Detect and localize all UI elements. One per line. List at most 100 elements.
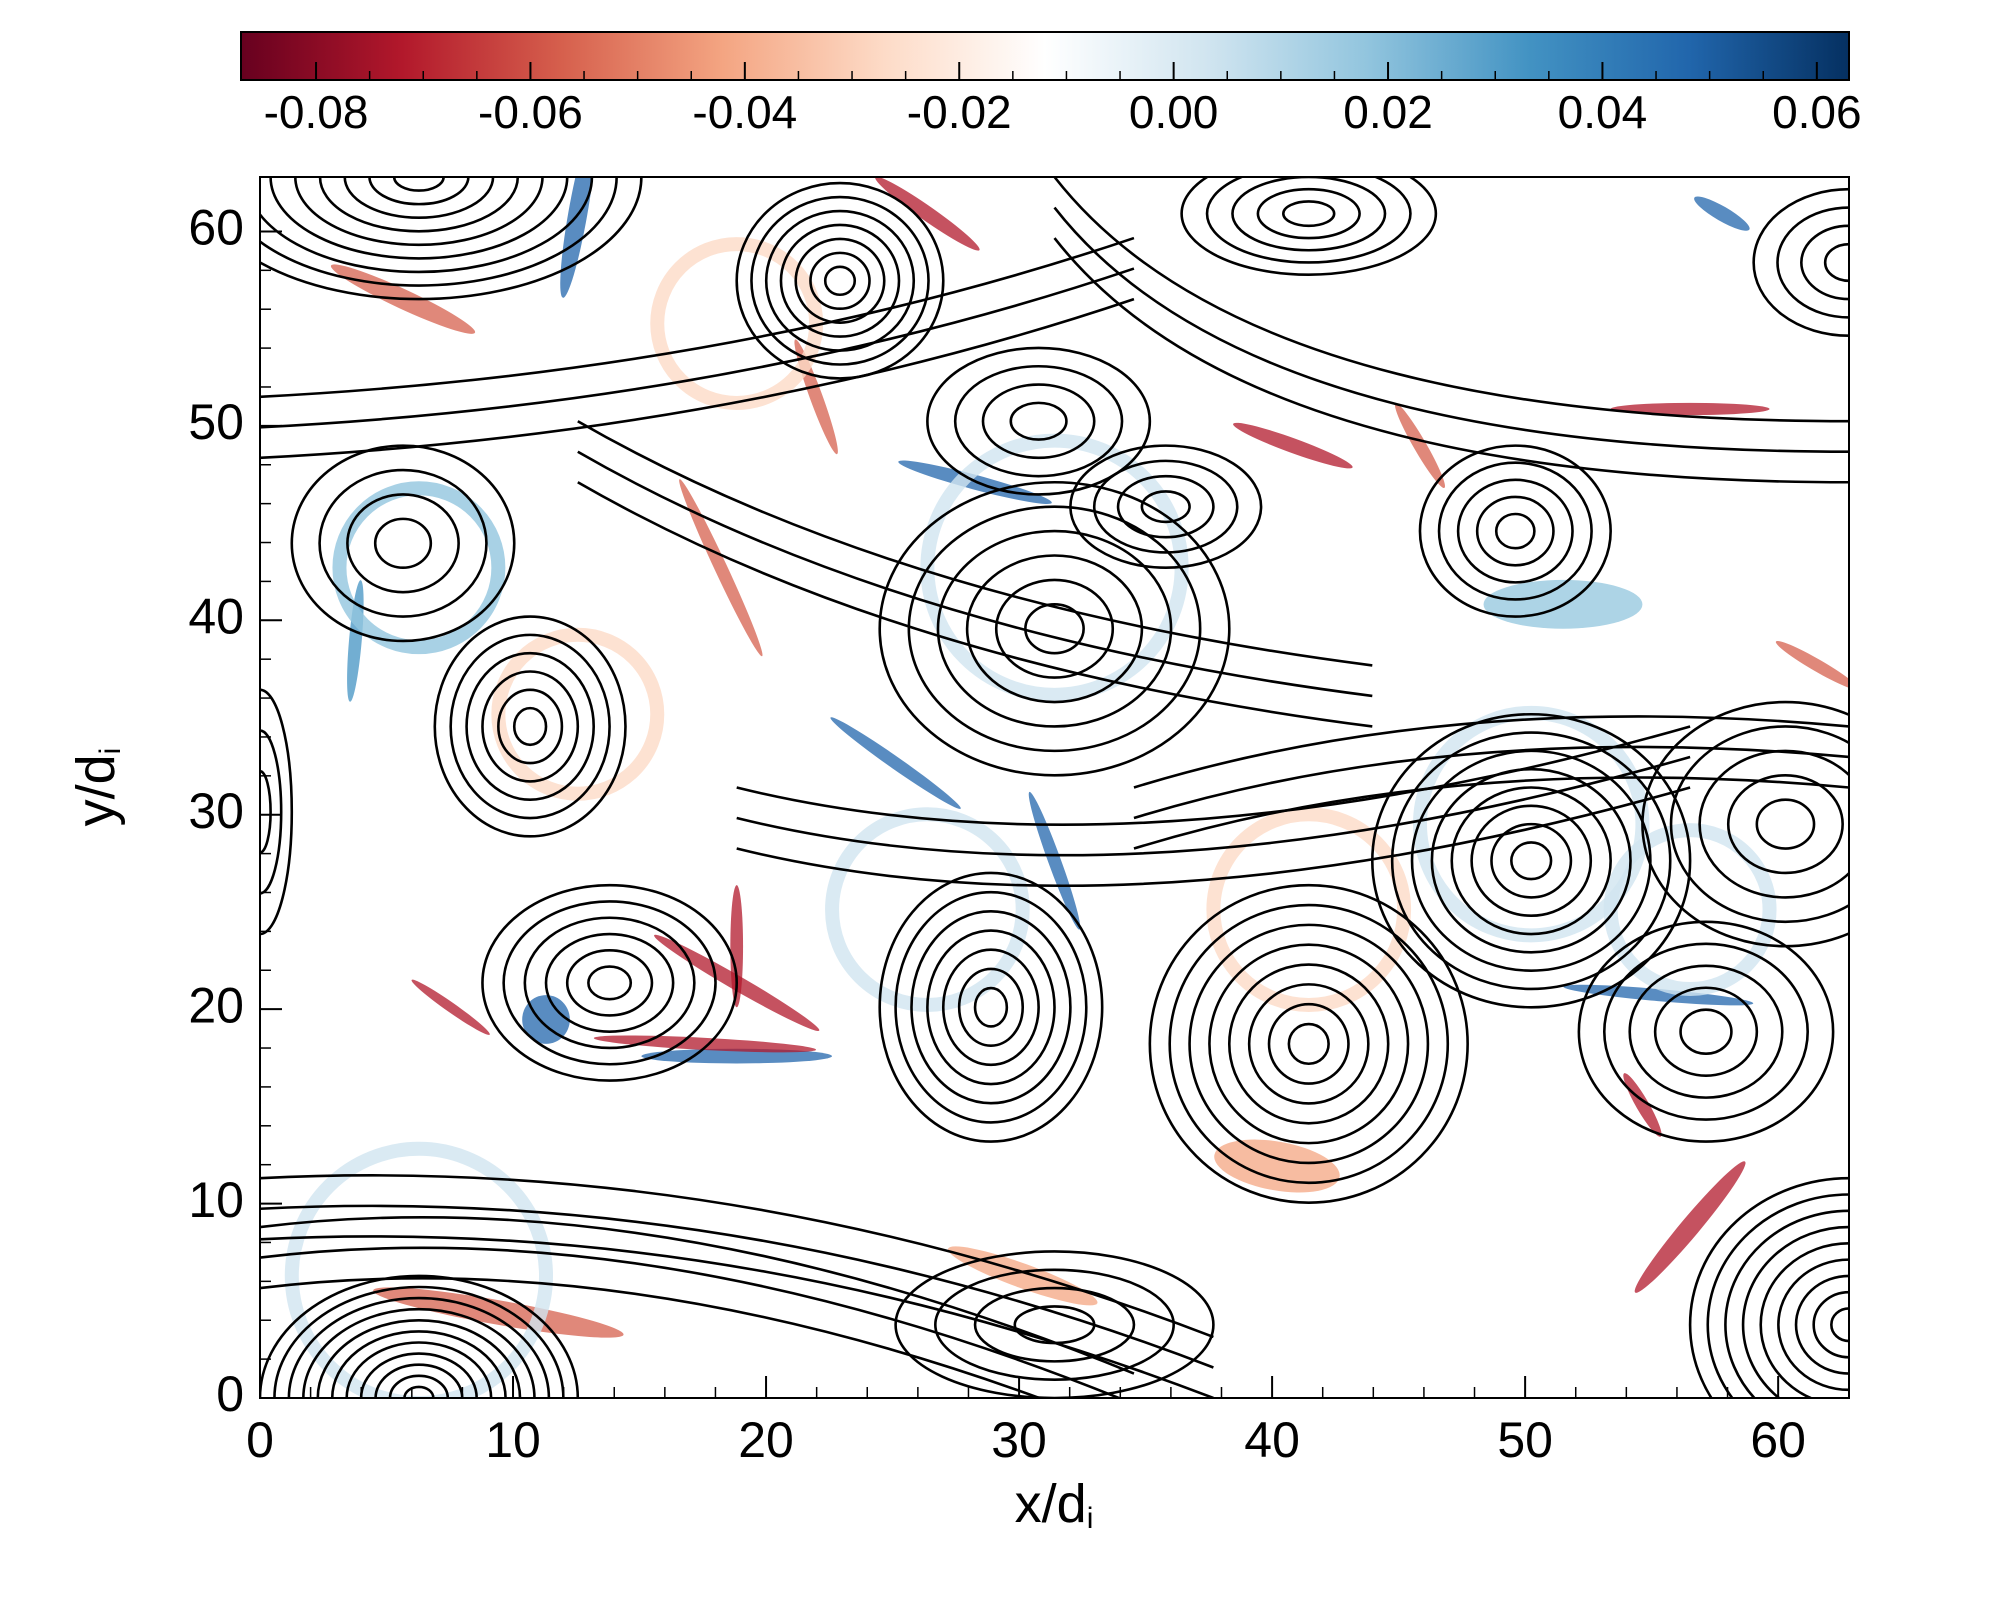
colorbar-tick-label: 0.00 [1129,86,1219,138]
flux-contour [926,346,1152,496]
field-halo [332,481,506,655]
flux-contour [273,1285,565,1398]
x-tick-label: 40 [1244,1412,1300,1468]
flux-contour [260,1277,1044,1398]
flux-contour [1168,903,1450,1185]
current-sheet [411,979,490,1035]
flux-contour [1092,459,1239,554]
flux-contour [907,505,1202,753]
colorbar-tick-label: 0.06 [1772,86,1862,138]
flux-contour [1282,200,1336,228]
flux-contour [1726,773,1844,875]
field-halo [491,627,665,801]
flux-contour [973,1286,1136,1363]
flux-contour [823,265,857,297]
flux-contour [577,420,1373,667]
flux-contour [1390,731,1672,991]
flux-contour [403,1385,435,1398]
flux-contour [260,1204,1214,1369]
flux-contour [736,725,1691,827]
flux-contour [973,986,1009,1028]
x-tick-label: 30 [991,1412,1047,1468]
flux-contour [941,948,1040,1067]
field [260,177,1849,1398]
y-axis-label-main: y/d [66,754,126,826]
flux-contour [878,871,1104,1143]
flux-contour [1133,776,1849,850]
flux-contour [934,1268,1175,1381]
flux-contour [260,297,1135,460]
flux-contour [1679,1008,1733,1055]
flux-contour [1450,786,1612,936]
flux-contour [481,670,580,783]
current-sheet [1394,403,1446,489]
flux-contour [1577,920,1835,1143]
y-tick-label: 50 [188,394,244,450]
flux-contour [260,177,618,287]
flux-contour [878,480,1231,777]
flux-contour [910,910,1072,1105]
flux-contour [936,529,1173,728]
flux-contour [1267,1002,1350,1085]
flux-contour [1830,1307,1849,1343]
colorbar [240,31,1850,81]
flux-contour [1752,187,1849,338]
current-sheet [679,479,763,657]
flux-contour [1231,177,1387,252]
flux-contour [1188,923,1430,1165]
flux-contour [957,967,1025,1047]
current-sheet [830,717,961,809]
flux-contour [346,493,460,594]
flux-contour [269,177,569,260]
flux-contour [577,450,1373,698]
flux-contour [1140,490,1191,524]
flux-contour [1510,841,1553,881]
plot-frame [259,176,1850,1399]
flux-contour [260,1246,1123,1398]
x-axis-label-main: x/d [1015,1474,1087,1534]
flux-contour [1256,187,1361,240]
flux-contour [1208,943,1410,1145]
flux-contour [1069,444,1263,570]
flux-contour [794,237,886,324]
flux-contour [981,383,1096,460]
current-sheet [1028,791,1081,930]
flux-contour [1430,767,1632,954]
flux-contour [1777,1258,1849,1392]
flux-contour [373,517,433,570]
flux-contour [260,1274,580,1398]
x-tick-label: 60 [1750,1412,1806,1468]
colorbar-tick-label: 0.04 [1558,86,1648,138]
flux-contour [1116,474,1215,539]
flux-contour [577,481,1373,728]
x-tick-label: 10 [485,1412,541,1468]
flux-contour [736,755,1691,857]
flux-contour [1287,1022,1330,1066]
current-sheet [1775,640,1849,690]
flux-contour [523,916,696,1050]
flux-contour [779,223,901,338]
flux-contour [465,651,595,802]
current-sheet [1694,196,1750,231]
y-tick-label: 20 [188,977,244,1033]
flux-contour [1706,1193,1849,1398]
current-sheet [1214,1139,1340,1193]
flux-contour [497,688,564,765]
colorbar-tick-label: -0.04 [692,86,797,138]
current-sheet [875,177,980,251]
flux-contour [1724,1209,1849,1398]
field-halo [284,1141,553,1398]
flux-contour [735,181,945,380]
flux-contour [260,1174,1214,1339]
y-axis-label: y/di [66,748,127,827]
flux-contour [1370,712,1692,1009]
flux-contour [481,883,739,1082]
x-axis-label-sub: i [1087,1502,1094,1535]
y-tick-label: 60 [188,200,244,256]
y-axis-label-sub: i [94,748,127,755]
flux-contour [1053,177,1849,423]
colorbar-tick-label: -0.08 [264,86,369,138]
flux-contour [965,554,1144,704]
flux-contour [1669,725,1849,924]
